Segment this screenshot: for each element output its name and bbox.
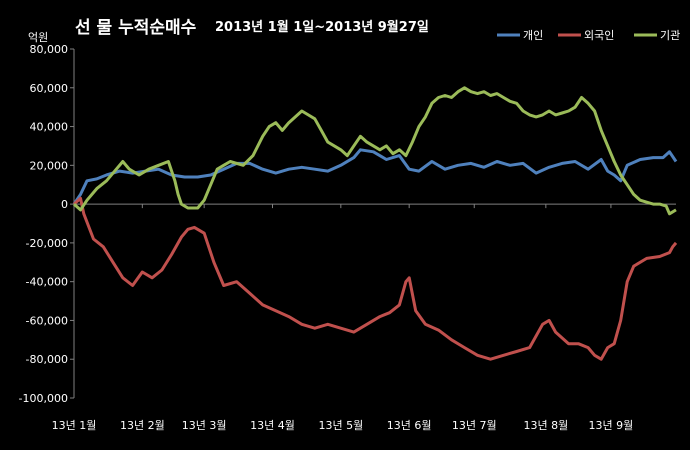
x-tick-label: 13년 8월 [523, 419, 568, 432]
legend-label-institution: 기관 [660, 29, 680, 42]
x-tick-label: 13년 6월 [387, 419, 432, 432]
series-line-individual [72, 148, 678, 205]
x-tick-label: 13년 9월 [589, 419, 634, 432]
y-tick-label: -20,000 [26, 237, 68, 250]
y-tick-label: -80,000 [26, 353, 68, 366]
y-tick-label: -40,000 [26, 276, 68, 289]
legend-label-individual: 개인 [523, 29, 543, 42]
series-line-foreigner [73, 196, 678, 361]
y-tick-label: 20,000 [30, 159, 69, 172]
legend-label-foreigner: 외국인 [584, 29, 614, 42]
y-axis-label: 억원 [28, 31, 48, 44]
x-tick-label: 13년 1월 [52, 419, 97, 432]
x-tick-label: 13년 7월 [452, 419, 497, 432]
chart-title: 선 물 누적순매수 [75, 18, 197, 38]
x-ticks: 13년 1월 13년 2월 13년 3월 13년 4월 13년 5월 13년 6월 13년 … [52, 204, 634, 432]
y-tick-label: 80,000 [30, 43, 69, 56]
y-tick-label: 0 [61, 198, 68, 211]
series-lines [72, 86, 678, 361]
series-line-institution [73, 86, 677, 216]
y-tick-label: 60,000 [30, 82, 69, 95]
legend: 개인 외국인 기관 [497, 29, 680, 42]
x-tick-label: 13년 4월 [250, 419, 295, 432]
y-tick-label: -60,000 [26, 314, 68, 327]
x-tick-label: 13년 3월 [182, 419, 227, 432]
x-tick-label: 13년 5월 [318, 419, 363, 432]
y-tick-label: -100,000 [19, 392, 68, 405]
x-tick-label: 13년 2월 [120, 419, 165, 432]
chart-subtitle: 2013년 1월 1일~2013년 9월27일 [215, 19, 429, 35]
y-ticks: 80,000 60,000 40,000 20,000 0 -20,000 -40,000 -… [19, 43, 74, 405]
y-tick-label: 40,000 [30, 121, 69, 134]
